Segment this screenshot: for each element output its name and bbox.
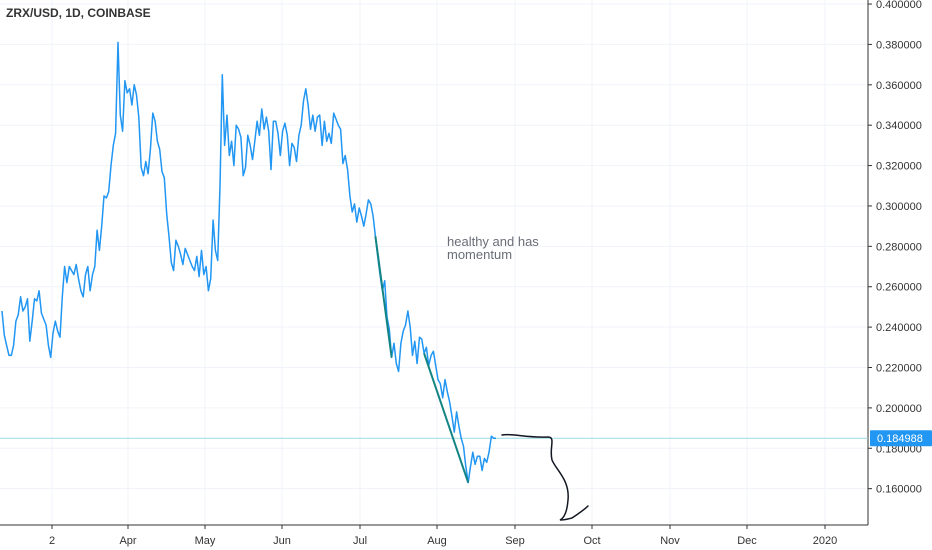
- x-tick-label: May: [195, 535, 216, 547]
- y-tick-label: 0.320000: [876, 161, 922, 173]
- x-tick-label: 2020: [813, 535, 837, 547]
- current-price-tag: 0.184988: [870, 430, 932, 447]
- y-tick-label: 0.300000: [876, 201, 922, 213]
- current-price-label: 0.184988: [877, 433, 923, 445]
- x-tick-label: 2: [49, 535, 55, 547]
- x-tick-label: Oct: [583, 535, 600, 547]
- y-tick-label: 0.380000: [876, 39, 922, 51]
- y-axis-ticks: 0.400000 0.380000 0.360000 0.340000 0.320000…: [868, 0, 922, 496]
- y-tick-label: 0.220000: [876, 363, 922, 375]
- price-series-line: [1, 41, 496, 484]
- trend-line-segment: [423, 353, 470, 483]
- x-tick-label: Apr: [119, 535, 136, 547]
- trend-lines: [374, 236, 470, 483]
- y-tick-label: 0.180000: [876, 443, 922, 455]
- x-tick-label: Jun: [273, 535, 291, 547]
- y-tick-label: 0.280000: [876, 241, 922, 253]
- annotation-text-line-1: healthy and has: [447, 234, 539, 249]
- x-tick-label: Sep: [505, 535, 525, 547]
- y-tick-label: 0.200000: [876, 403, 922, 415]
- y-tick-label: 0.340000: [876, 120, 922, 132]
- x-axis-ticks: 2 Apr May Jun Jul Aug Sep Oct Nov Dec 2020: [49, 525, 837, 547]
- x-tick-label: Dec: [737, 535, 757, 547]
- y-tick-label: 0.160000: [876, 484, 922, 496]
- x-tick-label: Jul: [353, 535, 367, 547]
- x-tick-label: Aug: [427, 535, 447, 547]
- trend-line-segment: [374, 236, 393, 358]
- x-tick-label: Nov: [660, 535, 680, 547]
- y-tick-label: 0.400000: [876, 0, 922, 11]
- chart-grid: [0, 0, 868, 525]
- annotation-text-line-2: momentum: [447, 247, 512, 262]
- y-tick-label: 0.240000: [876, 322, 922, 334]
- chart-title: ZRX/USD, 1D, COINBASE: [6, 6, 151, 20]
- freehand-drawing: [501, 433, 589, 521]
- y-tick-label: 0.260000: [876, 282, 922, 294]
- y-tick-label: 0.360000: [876, 80, 922, 92]
